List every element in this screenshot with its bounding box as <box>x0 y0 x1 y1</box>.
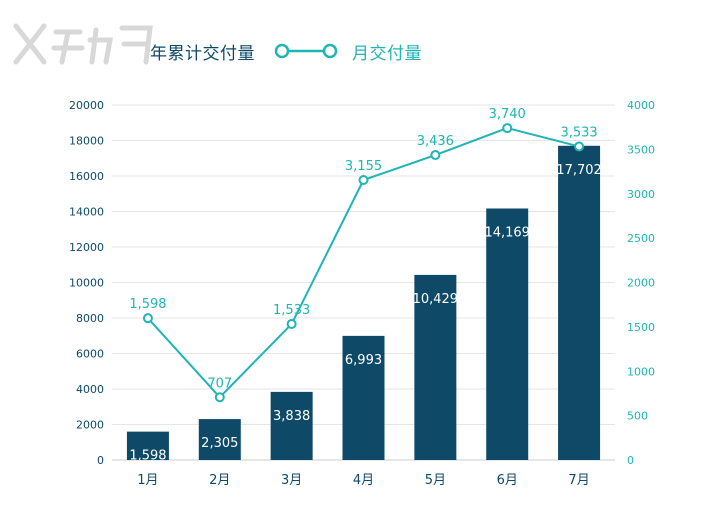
line-data-label: 1,533 <box>273 303 310 318</box>
bar-series: 1,598 2,305 3,838 6,993 10,429 14,169 17,702 <box>126 145 602 464</box>
left-tick-label: 6000 <box>76 348 104 361</box>
bar-data-label: 3,838 <box>273 409 310 424</box>
line-point <box>502 123 513 134</box>
line-data-label: 3,436 <box>417 134 454 149</box>
bar <box>342 335 385 460</box>
line-point <box>358 174 369 185</box>
x-tick-label: 6月 <box>497 473 518 488</box>
right-tick-label: 1000 <box>627 365 655 378</box>
legend: 年累计交付量 月交付量 <box>0 36 727 66</box>
bar <box>126 431 169 460</box>
legend-item-line: 月交付量 <box>274 36 422 66</box>
left-tick-label: 20000 <box>69 99 104 112</box>
right-tick-label: 500 <box>627 410 648 423</box>
x-tick-label: 2月 <box>209 473 230 488</box>
right-tick-label: 3500 <box>627 143 655 156</box>
bar <box>414 274 457 460</box>
right-tick-label: 3000 <box>627 188 655 201</box>
line-point <box>430 150 441 161</box>
line-data-label: 3,533 <box>560 125 597 140</box>
x-tick-label: 3月 <box>281 473 302 488</box>
line-series: 1,598 707 1,533 3,155 3,436 3,740 3,533 <box>129 107 598 403</box>
line-data-label: 1,598 <box>129 297 166 312</box>
right-tick-label: 0 <box>627 454 634 467</box>
x-axis: 1月 2月 3月 4月 5月 6月 7月 <box>137 473 589 488</box>
left-tick-label: 0 <box>97 454 104 467</box>
line-data-label: 3,155 <box>345 159 382 174</box>
line-point <box>142 313 153 324</box>
right-tick-label: 2000 <box>627 277 655 290</box>
right-tick-label: 2500 <box>627 232 655 245</box>
x-tick-label: 1月 <box>137 473 158 488</box>
line-point <box>574 141 585 152</box>
right-axis: 0 500 1000 1500 2000 2500 3000 3500 4000 <box>627 99 655 467</box>
line-data-label: 707 <box>207 376 232 391</box>
left-tick-label: 12000 <box>69 241 104 254</box>
right-tick-label: 4000 <box>627 99 655 112</box>
legend-label-line: 月交付量 <box>352 43 422 64</box>
bar-data-label: 1,598 <box>129 449 166 464</box>
right-tick-label: 1500 <box>627 321 655 334</box>
bar-data-label: 10,429 <box>413 292 459 307</box>
left-axis: 0 2000 4000 6000 8000 10000 12000 14000 16000 180… <box>69 99 104 467</box>
line-point <box>214 392 225 403</box>
bar <box>486 208 529 460</box>
bar <box>198 419 241 460</box>
left-tick-label: 18000 <box>69 135 104 148</box>
x-tick-label: 5月 <box>425 473 446 488</box>
watermark-logo <box>13 23 153 65</box>
left-tick-label: 8000 <box>76 312 104 325</box>
line-point <box>286 318 297 329</box>
bar-data-label: 17,702 <box>556 163 602 178</box>
left-tick-label: 16000 <box>69 170 104 183</box>
left-tick-label: 14000 <box>69 206 104 219</box>
left-tick-label: 4000 <box>76 383 104 396</box>
x-tick-label: 7月 <box>568 473 589 488</box>
bar-data-label: 14,169 <box>484 226 530 241</box>
bar <box>270 391 313 460</box>
bar <box>558 145 601 461</box>
bar-data-label: 6,993 <box>345 353 382 368</box>
left-tick-label: 2000 <box>76 419 104 432</box>
legend-label-bar: 年累计交付量 <box>150 43 255 64</box>
bar-data-label: 2,305 <box>201 436 238 451</box>
x-tick-label: 4月 <box>353 473 374 488</box>
line-data-label: 3,740 <box>489 107 526 122</box>
left-tick-label: 10000 <box>69 277 104 290</box>
legend-item-bar: 年累计交付量 <box>150 36 255 66</box>
line-marker-icon <box>274 43 338 59</box>
